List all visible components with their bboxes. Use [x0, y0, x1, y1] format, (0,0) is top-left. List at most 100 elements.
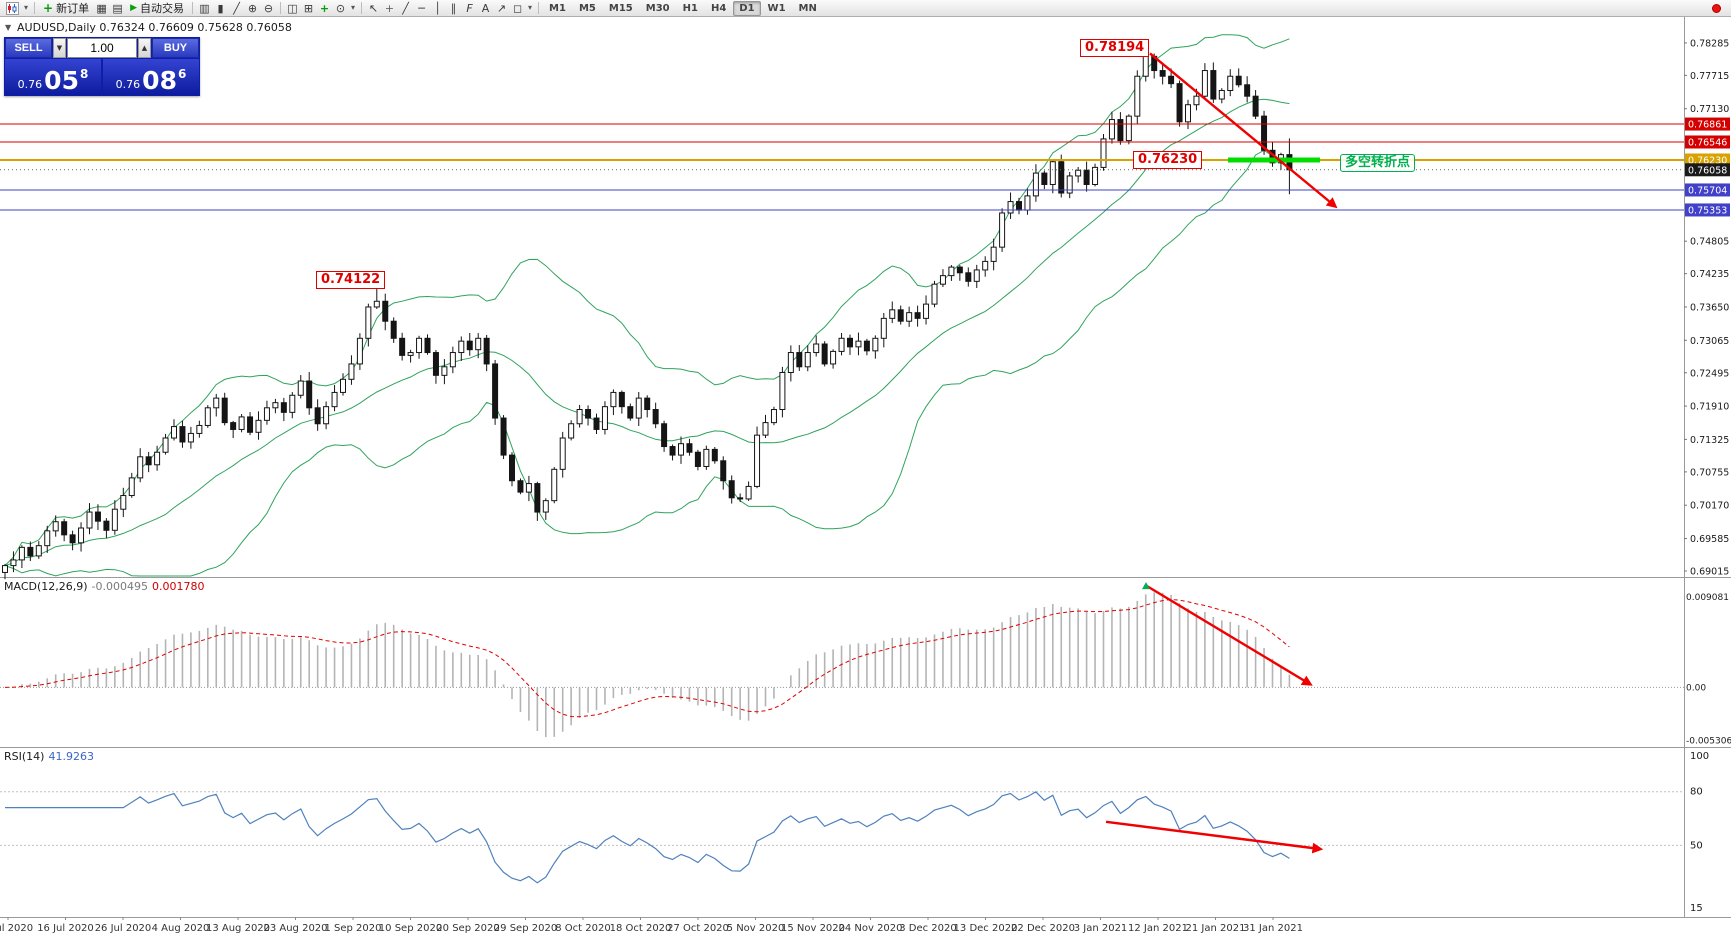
macd-peak-marker	[1142, 582, 1150, 590]
shapes-caret-icon[interactable]: ▾	[528, 3, 533, 12]
svg-text:50: 50	[1690, 840, 1703, 851]
sell-price-display[interactable]: 0.76 05 8	[5, 59, 101, 95]
line-chart-mode-icon[interactable]: ╱	[233, 1, 240, 15]
annotation-price-sep-high[interactable]: 0.74122	[316, 271, 386, 290]
horizontal-line-tool-icon[interactable]: ─	[418, 1, 425, 15]
new-order-label: 新订单	[56, 1, 90, 15]
svg-text:0.74805: 0.74805	[1690, 237, 1729, 248]
one-click-toggle-icon[interactable]: ▼	[5, 23, 12, 32]
svg-text:6 Jul 2020: 6 Jul 2020	[0, 923, 33, 934]
level-lines[interactable]	[0, 123, 1684, 211]
svg-text:80: 80	[1690, 787, 1703, 798]
symbol-ohlc-label: AUDUSD,Daily 0.76324 0.76609 0.75628 0.7…	[17, 21, 292, 34]
tf-w1[interactable]: W1	[767, 2, 786, 14]
svg-text:21 Jan 2021: 21 Jan 2021	[1186, 923, 1246, 934]
tf-m15[interactable]: M15	[608, 2, 633, 14]
macd-signal-line	[4, 598, 1290, 718]
text-tool-icon[interactable]: A	[481, 1, 490, 15]
svg-text:0.77130: 0.77130	[1690, 104, 1729, 115]
tf-m1[interactable]: M1	[549, 2, 566, 14]
svg-text:29 Sep 2020: 29 Sep 2020	[494, 923, 557, 934]
channel-tool-icon[interactable]: ∥	[450, 1, 457, 15]
mini-candle-chart-icon	[6, 1, 19, 15]
fibonacci-tool-icon[interactable]: F	[466, 1, 473, 15]
shapes-tool-icon[interactable]: ◻	[512, 1, 523, 15]
chart-window-caret-icon[interactable]: ▾	[24, 3, 29, 12]
tf-h4[interactable]: H4	[710, 2, 727, 14]
svg-text:18 Oct 2020: 18 Oct 2020	[610, 923, 672, 934]
tf-mn[interactable]: MN	[798, 2, 817, 14]
svg-text:0.75353: 0.75353	[1688, 205, 1727, 216]
svg-text:100: 100	[1690, 751, 1709, 762]
sell-button[interactable]: SELL	[5, 38, 52, 58]
cascade-windows-icon[interactable]: ⊞	[303, 1, 314, 15]
profiles-icon[interactable]: ▤	[112, 1, 123, 15]
annotation-pivot-text[interactable]: 多空转折点	[1340, 153, 1416, 172]
svg-text:0.71325: 0.71325	[1690, 435, 1729, 446]
cursor-tool-icon[interactable]: ↖	[368, 1, 379, 15]
volume-up-button[interactable]: ▲	[138, 38, 151, 58]
svg-text:16 Jul 2020: 16 Jul 2020	[37, 923, 94, 934]
arrow-tool-icon[interactable]: ↗	[496, 1, 507, 15]
bollinger-upper	[4, 34, 1290, 566]
annotation-price-high[interactable]: 0.78194	[1080, 39, 1150, 58]
macd-histogram	[12, 592, 1291, 738]
indicators-icon[interactable]: +	[319, 1, 330, 15]
zoom-out-icon[interactable]: ⊖	[263, 1, 274, 15]
svg-text:1 Sep 2020: 1 Sep 2020	[324, 923, 381, 934]
charts-grid-icon[interactable]: ▦	[96, 1, 107, 15]
svg-text:0.69585: 0.69585	[1690, 534, 1729, 545]
candle-chart-mode-icon[interactable]: ▮	[217, 1, 224, 15]
svg-text:10 Sep 2020: 10 Sep 2020	[379, 923, 442, 934]
tf-h1[interactable]: H1	[682, 2, 698, 14]
svg-text:24 Nov 2020: 24 Nov 2020	[838, 923, 902, 934]
svg-text:0.75704: 0.75704	[1688, 185, 1727, 196]
annotations-layer[interactable]	[1105, 52, 1338, 854]
svg-text:27 Oct 2020: 27 Oct 2020	[667, 923, 729, 934]
auto-trading-label: 自动交易	[140, 1, 184, 15]
downtrend-arrow-main	[1149, 52, 1338, 209]
bar-chart-mode-icon[interactable]: ▥	[199, 1, 210, 15]
svg-text:0.69015: 0.69015	[1690, 567, 1729, 578]
periods-caret-icon[interactable]: ▾	[351, 3, 356, 12]
svg-text:8 Oct 2020: 8 Oct 2020	[555, 923, 610, 934]
tile-windows-icon[interactable]: ◫	[287, 1, 298, 15]
news-alert-icon[interactable]	[1712, 3, 1721, 13]
svg-text:5 Nov 2020: 5 Nov 2020	[727, 923, 785, 934]
new-order-button[interactable]: + 新订单	[39, 1, 93, 16]
new-order-icon: +	[43, 1, 54, 15]
chart-window-icon[interactable]	[4, 1, 21, 16]
macd-value-1: -0.000495	[91, 580, 149, 593]
annotation-price-pivot[interactable]: 0.76230	[1133, 150, 1203, 169]
tf-m30[interactable]: M30	[645, 2, 670, 14]
zoom-in-icon[interactable]: ⊕	[247, 1, 258, 15]
toolbar-separator	[192, 2, 193, 14]
svg-text:26 Jul 2020: 26 Jul 2020	[95, 923, 152, 934]
svg-text:13 Dec 2020: 13 Dec 2020	[954, 923, 1018, 934]
svg-text:0.70755: 0.70755	[1690, 467, 1729, 478]
buy-button[interactable]: BUY	[152, 38, 199, 58]
tf-m5[interactable]: M5	[578, 2, 596, 14]
periods-icon[interactable]: ⊙	[335, 1, 346, 15]
svg-text:0.76230: 0.76230	[1688, 155, 1727, 166]
svg-text:12 Jan 2021: 12 Jan 2021	[1128, 923, 1188, 934]
trade-panel-controls: SELL ▼ ▲ BUY	[5, 38, 199, 58]
toolbar-separator	[34, 2, 36, 14]
bollinger-bands	[4, 34, 1290, 577]
tf-d1[interactable]: D1	[733, 0, 761, 16]
auto-trading-button[interactable]: ▶ 自动交易	[126, 1, 188, 16]
svg-text:0.73065: 0.73065	[1690, 336, 1729, 347]
volume-down-button[interactable]: ▼	[53, 38, 66, 58]
buy-price-display[interactable]: 0.76 08 6	[103, 59, 199, 95]
svg-text:3 Jan 2021: 3 Jan 2021	[1074, 923, 1128, 934]
svg-text:0.71910: 0.71910	[1690, 402, 1729, 413]
volume-input[interactable]	[67, 38, 137, 58]
crosshair-tool-icon[interactable]: +	[384, 1, 395, 15]
trendline-tool-icon[interactable]: ╱	[402, 1, 409, 15]
vertical-line-tool-icon[interactable]: │	[434, 1, 441, 15]
svg-text:0.77715: 0.77715	[1690, 71, 1729, 82]
svg-text:0.74235: 0.74235	[1690, 269, 1729, 280]
toolbar-separator	[280, 2, 281, 14]
